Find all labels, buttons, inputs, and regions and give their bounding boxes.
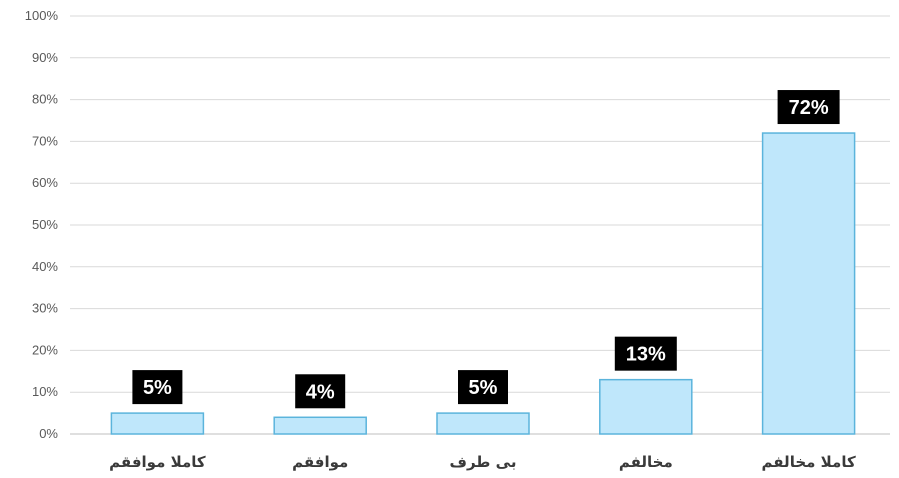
data-label: 5% [469, 377, 498, 399]
category-label: کاملا موافقم [109, 453, 206, 471]
data-label-box [614, 336, 677, 371]
y-tick-label: 50% [32, 217, 58, 232]
category-label: مخالفم [619, 453, 673, 471]
data-label: 13% [626, 344, 666, 366]
y-tick-label: 30% [32, 301, 58, 316]
y-tick-label: 90% [32, 50, 58, 65]
data-label: 5% [143, 377, 172, 399]
category-label: موافقم [292, 453, 348, 471]
y-tick-label: 10% [32, 384, 58, 399]
y-tick-label: 20% [32, 342, 58, 357]
y-axis: 0% 10% 20% 30% 40% 50% 60% 70% 80% 90% 100% [25, 8, 59, 441]
y-tick-label: 60% [32, 175, 58, 190]
y-tick-label: 70% [32, 133, 58, 148]
y-tick-label: 40% [32, 259, 58, 274]
gridlines [70, 15, 890, 435]
bar [761, 132, 856, 435]
data-label-box [132, 370, 183, 405]
y-tick-label: 80% [32, 92, 58, 107]
data-labels: 5% 4% 5% 13% 72% [132, 90, 840, 409]
data-label-box [458, 370, 508, 405]
x-axis: کاملا موافقم موافقم بی طرف مخالفم کاملا مخال… [109, 453, 856, 471]
bar [599, 378, 693, 435]
bar [110, 412, 205, 435]
data-label: 4% [306, 381, 335, 403]
category-label: کاملا مخالفم [762, 453, 856, 471]
category-label: بی طرف [450, 453, 517, 471]
bar [273, 416, 367, 435]
bar [436, 412, 530, 435]
y-tick-label: 0% [39, 426, 58, 441]
bars [110, 132, 856, 435]
y-tick-label: 100% [25, 8, 59, 23]
data-label-box [777, 90, 840, 125]
data-label: 72% [789, 97, 829, 119]
data-label-box [295, 374, 346, 409]
